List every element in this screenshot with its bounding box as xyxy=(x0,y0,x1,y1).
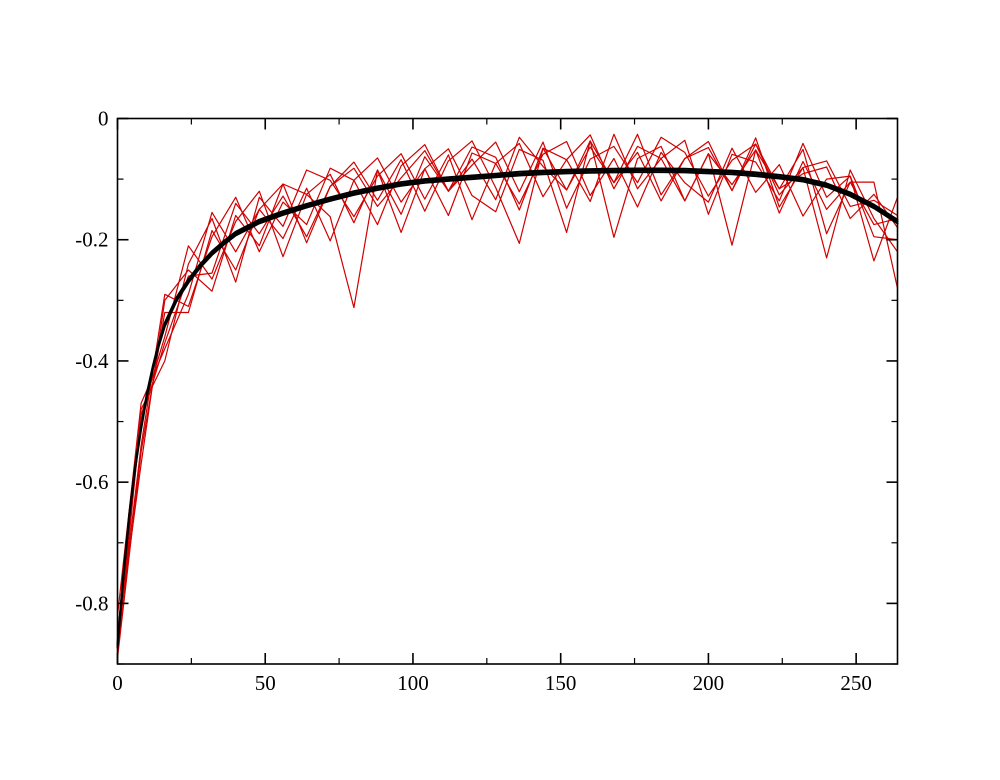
noisy-series-line-sample-1 xyxy=(116,136,898,634)
noisy-series-line-sample-7 xyxy=(116,133,899,616)
x-tick-label: 100 xyxy=(397,671,429,695)
x-tick-label: 0 xyxy=(112,671,123,695)
fit-curve-line-3 xyxy=(116,171,899,649)
x-tick-label: 150 xyxy=(545,671,577,695)
y-tick-label: -0.4 xyxy=(75,349,109,373)
x-tick-label: 250 xyxy=(840,671,872,695)
y-tick-label: -0.8 xyxy=(75,591,108,615)
plot-area xyxy=(117,118,898,664)
x-tick-label: 50 xyxy=(255,671,276,695)
y-tick-label: -0.2 xyxy=(75,228,108,252)
noisy-series-line-sample-6 xyxy=(116,133,898,655)
noisy-series-line-sample-5 xyxy=(116,136,898,643)
y-tick-label: 0 xyxy=(98,107,109,131)
fit-curve-line-2 xyxy=(116,167,899,645)
plot-frame xyxy=(116,117,899,665)
x-tick-label: 200 xyxy=(693,671,725,695)
y-tick-label: -0.6 xyxy=(75,470,108,494)
